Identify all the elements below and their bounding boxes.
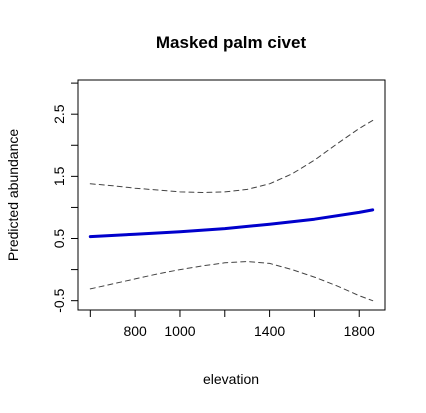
x-tick-label: 1400 bbox=[254, 323, 285, 339]
series-line-upper bbox=[89, 119, 374, 193]
x-tick-label: 1000 bbox=[164, 323, 195, 339]
plot-frame bbox=[77, 79, 386, 311]
y-axis-label: Predicted abundance bbox=[5, 129, 21, 262]
x-tick-label: 800 bbox=[123, 323, 147, 339]
x-axis-label: elevation bbox=[203, 371, 259, 387]
y-tick-label: 1.5 bbox=[51, 166, 67, 186]
y-tick-label: 2.5 bbox=[51, 104, 67, 124]
x-tick-label: 1800 bbox=[344, 323, 375, 339]
x-axis: 800 1000 1400 1800 bbox=[89, 309, 375, 339]
y-tick-label: 0.5 bbox=[51, 229, 67, 249]
series-layer bbox=[88, 119, 375, 302]
series-line-lower bbox=[89, 261, 374, 302]
chart-title: Masked palm civet bbox=[156, 33, 307, 52]
y-tick-label: -0.5 bbox=[51, 288, 67, 312]
series-line-fit bbox=[88, 208, 375, 239]
y-axis: -0.5 0.5 1.5 2.5 bbox=[51, 82, 79, 313]
